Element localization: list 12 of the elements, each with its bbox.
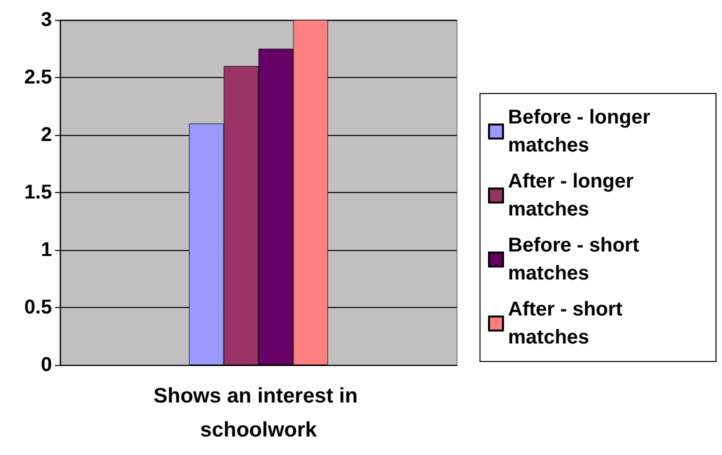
legend-label: Before - longer matches — [508, 106, 656, 156]
y-tick-label: 0 — [40, 354, 52, 376]
y-tick-label: 2 — [40, 124, 52, 146]
x-tick-label: Shows an interest in schoolwork — [153, 384, 364, 442]
legend-label: After - short matches — [508, 298, 628, 348]
y-tick-label: 2.5 — [24, 66, 52, 88]
y-tick-label: 0.5 — [24, 296, 52, 318]
y-tick-label: 1.5 — [24, 182, 52, 204]
y-tick-label: 1 — [40, 239, 52, 261]
legend-label: Before - short matches — [508, 234, 645, 284]
y-tick-label: 3 — [40, 9, 52, 31]
legend-label: After - longer matches — [508, 170, 640, 220]
